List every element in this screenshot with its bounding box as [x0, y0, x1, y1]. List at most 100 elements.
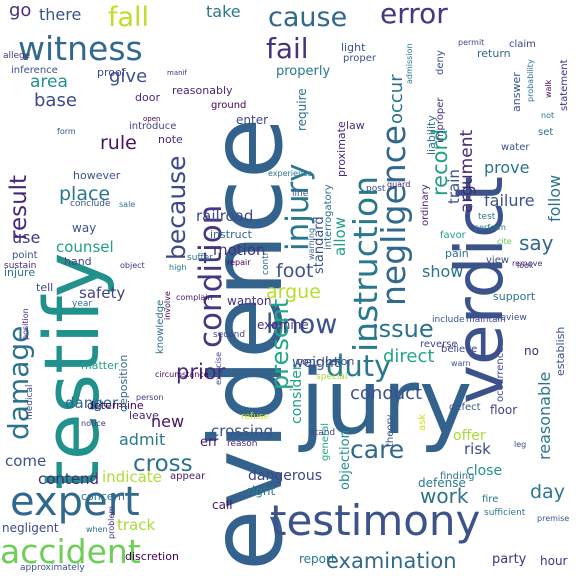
- word: conclusion: [296, 355, 355, 368]
- word: pain: [445, 247, 469, 260]
- word: support: [493, 290, 536, 303]
- word: sale: [119, 200, 136, 209]
- word: instruct: [210, 228, 252, 241]
- word: consider: [289, 364, 305, 424]
- word: area: [30, 72, 68, 92]
- word: give: [109, 66, 148, 87]
- word: take: [206, 2, 241, 21]
- word: permit: [458, 38, 485, 47]
- word: discretion: [125, 550, 179, 563]
- word: show: [422, 262, 464, 281]
- word: hand: [64, 255, 92, 268]
- word: leg: [514, 440, 527, 449]
- word: door: [135, 91, 160, 104]
- word: view: [486, 255, 510, 266]
- word: offer: [453, 428, 486, 444]
- word: right: [247, 484, 276, 498]
- word: reason: [227, 439, 258, 449]
- word: reverse: [420, 339, 458, 350]
- word: warning: [307, 227, 316, 260]
- word: testimony: [270, 496, 481, 545]
- word: circumstance: [155, 370, 209, 379]
- word: place: [59, 183, 111, 205]
- word: injure: [4, 266, 36, 279]
- word: set: [538, 127, 554, 138]
- word: examine: [257, 318, 309, 332]
- word: crossing: [211, 422, 274, 440]
- word: cause: [268, 2, 348, 33]
- word: year: [72, 299, 93, 309]
- word: line: [292, 189, 309, 199]
- word: form: [57, 127, 76, 136]
- word: reasonably: [172, 84, 233, 97]
- word: no: [524, 344, 539, 358]
- word: use: [12, 228, 41, 247]
- word: tell: [36, 281, 54, 294]
- word: close: [466, 463, 503, 479]
- word: ask: [417, 413, 428, 431]
- word: proper: [343, 53, 376, 64]
- word: repair: [227, 258, 251, 267]
- word: test: [478, 212, 496, 222]
- word: fall: [108, 2, 150, 33]
- word: however: [73, 169, 121, 182]
- word: indicate: [102, 468, 162, 486]
- word: person: [136, 393, 164, 402]
- word: admission: [405, 43, 414, 84]
- word: high: [169, 263, 187, 272]
- word: fire: [482, 494, 499, 505]
- word: railroad: [196, 207, 254, 225]
- word: point: [12, 250, 38, 261]
- word: reasonable: [535, 371, 554, 460]
- word: maintain: [466, 315, 506, 325]
- word: wanton: [227, 294, 272, 308]
- word: way: [72, 221, 97, 235]
- word: accident: [0, 532, 141, 571]
- word: conduct: [350, 383, 423, 404]
- word: notice: [81, 419, 106, 428]
- word: know: [266, 309, 338, 340]
- word: stand: [310, 428, 336, 438]
- word: floor: [490, 403, 518, 417]
- word: say: [519, 231, 554, 255]
- word: statement: [559, 59, 570, 111]
- word: danger: [65, 394, 119, 412]
- word: determine: [87, 399, 144, 412]
- word: ground: [211, 100, 247, 111]
- word: look: [517, 261, 534, 270]
- word: issue: [372, 315, 434, 343]
- word: safety: [79, 284, 126, 302]
- word: believe: [441, 344, 478, 355]
- word: come: [5, 452, 47, 470]
- word: occurrence: [495, 346, 506, 402]
- word: allege: [3, 51, 31, 61]
- word: open: [143, 115, 161, 123]
- word: premise: [537, 514, 570, 523]
- word: theory: [385, 414, 396, 447]
- word: claim: [509, 39, 536, 50]
- word: perform: [474, 223, 506, 232]
- word: foot: [276, 260, 314, 282]
- word: matter: [81, 359, 119, 372]
- word: base: [34, 90, 77, 111]
- word: direct: [383, 346, 435, 367]
- word: go: [9, 0, 32, 21]
- word: enter: [236, 113, 269, 127]
- word: condition: [193, 204, 229, 348]
- word: objection: [338, 430, 353, 490]
- word: negligent: [2, 521, 59, 535]
- word: answer: [510, 72, 523, 112]
- word: care: [350, 435, 405, 464]
- word: fail: [266, 32, 309, 65]
- word: remove: [512, 259, 543, 268]
- word: proof: [97, 66, 126, 79]
- word: probability: [526, 59, 535, 102]
- word: improper: [435, 97, 446, 144]
- word: require: [295, 88, 309, 131]
- word: object: [120, 261, 145, 270]
- word: witness: [18, 29, 143, 68]
- word: defect: [449, 402, 481, 413]
- word: occur: [386, 74, 407, 124]
- word: cross: [133, 451, 193, 477]
- word: follow: [545, 174, 564, 222]
